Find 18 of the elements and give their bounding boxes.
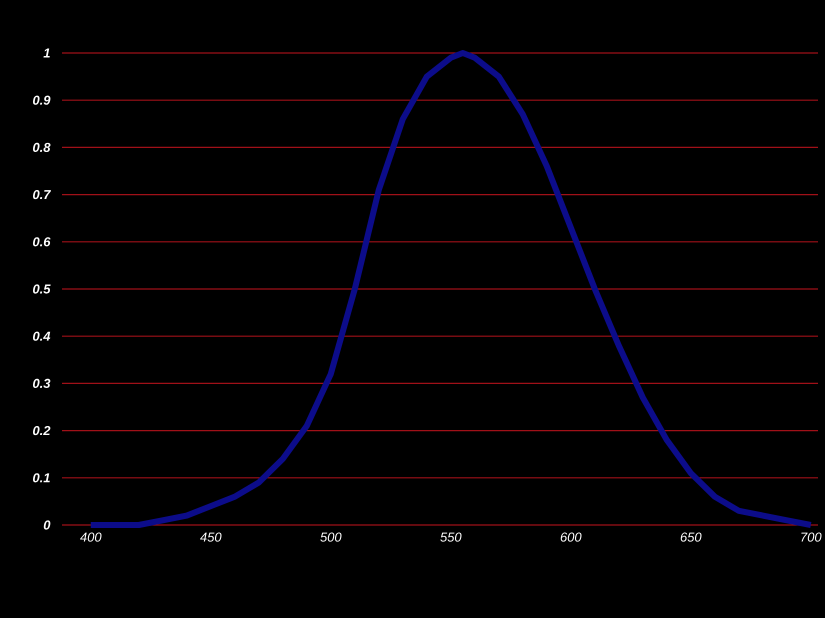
x-tick-label: 650 [680,532,702,542]
x-tick-label: 550 [440,532,462,542]
x-tick-label: 500 [320,532,342,542]
y-tick-label: 0.8 [33,142,50,152]
y-tick-label: 0.5 [33,284,51,294]
y-tick-label: 0.3 [33,378,50,388]
y-tick-label: 0.9 [33,96,50,105]
y-tick-label: 0.6 [33,237,51,246]
x-tick-label: 400 [80,532,102,542]
x-tick-label: 450 [200,532,222,542]
x-tick-label: 700 [801,532,822,542]
y-tick-label: 0.4 [33,332,50,341]
y-tick-label: 0.2 [33,426,50,436]
x-tick-label: 600 [560,532,582,542]
y-tick-label: 0.7 [33,190,51,200]
y-tick-label: 0.1 [33,473,50,482]
y-tick-label: 0 [44,520,50,530]
y-tick-label: 1 [43,48,50,58]
